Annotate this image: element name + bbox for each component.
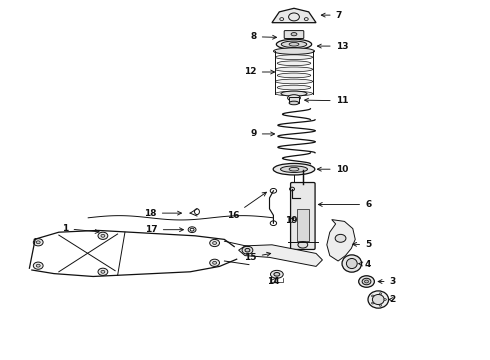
Ellipse shape: [280, 166, 308, 172]
Ellipse shape: [362, 278, 371, 285]
Text: 2: 2: [389, 295, 396, 304]
Text: 7: 7: [321, 10, 342, 19]
Ellipse shape: [359, 276, 374, 287]
Ellipse shape: [335, 234, 346, 242]
Text: 9: 9: [250, 129, 274, 138]
Ellipse shape: [277, 85, 311, 90]
Text: 6: 6: [318, 200, 371, 209]
Bar: [289, 97, 299, 103]
Ellipse shape: [210, 239, 220, 247]
Ellipse shape: [277, 73, 311, 78]
Ellipse shape: [36, 241, 40, 244]
Ellipse shape: [298, 242, 308, 248]
Ellipse shape: [368, 291, 389, 308]
Ellipse shape: [379, 305, 382, 306]
Ellipse shape: [275, 67, 313, 72]
Ellipse shape: [275, 55, 313, 59]
Bar: [297, 209, 309, 241]
Text: 19: 19: [285, 216, 297, 225]
Text: 5: 5: [353, 240, 371, 249]
Ellipse shape: [277, 49, 311, 53]
Ellipse shape: [342, 255, 362, 272]
Text: 18: 18: [144, 209, 181, 217]
Text: 14: 14: [267, 277, 280, 286]
Ellipse shape: [276, 39, 312, 49]
Ellipse shape: [273, 48, 315, 54]
Ellipse shape: [281, 41, 307, 48]
Text: 13: 13: [318, 41, 348, 50]
Ellipse shape: [213, 242, 217, 244]
Text: 15: 15: [244, 252, 270, 262]
Ellipse shape: [33, 239, 43, 246]
Polygon shape: [327, 220, 355, 261]
FancyBboxPatch shape: [291, 183, 315, 249]
Ellipse shape: [289, 42, 299, 46]
Ellipse shape: [210, 259, 220, 266]
Text: 8: 8: [250, 32, 276, 41]
Ellipse shape: [242, 246, 253, 254]
Ellipse shape: [98, 268, 108, 275]
Text: 3: 3: [378, 277, 396, 286]
Text: 1: 1: [62, 224, 99, 233]
Ellipse shape: [365, 280, 368, 283]
Polygon shape: [272, 8, 316, 23]
Ellipse shape: [101, 270, 105, 273]
Ellipse shape: [270, 270, 283, 278]
Text: 4: 4: [359, 260, 371, 269]
Ellipse shape: [289, 101, 299, 105]
FancyBboxPatch shape: [284, 31, 304, 39]
Ellipse shape: [289, 167, 299, 171]
Ellipse shape: [245, 248, 250, 252]
Ellipse shape: [101, 234, 105, 237]
Ellipse shape: [288, 95, 300, 101]
Ellipse shape: [275, 79, 313, 84]
Text: 10: 10: [318, 165, 348, 174]
Ellipse shape: [291, 32, 297, 36]
Ellipse shape: [281, 91, 307, 96]
Ellipse shape: [371, 295, 374, 297]
Text: 11: 11: [305, 96, 348, 105]
Ellipse shape: [277, 61, 311, 66]
Ellipse shape: [384, 299, 387, 300]
Text: 12: 12: [244, 68, 274, 77]
Text: 17: 17: [145, 225, 183, 234]
Ellipse shape: [33, 262, 43, 269]
Ellipse shape: [275, 91, 313, 96]
Ellipse shape: [346, 258, 357, 269]
Text: 16: 16: [227, 192, 267, 220]
Ellipse shape: [273, 163, 315, 175]
Ellipse shape: [379, 293, 382, 294]
Ellipse shape: [213, 261, 217, 264]
Ellipse shape: [372, 294, 384, 305]
Ellipse shape: [36, 264, 40, 267]
Ellipse shape: [98, 232, 108, 239]
Polygon shape: [239, 245, 322, 266]
Ellipse shape: [274, 273, 280, 276]
Ellipse shape: [371, 302, 374, 304]
